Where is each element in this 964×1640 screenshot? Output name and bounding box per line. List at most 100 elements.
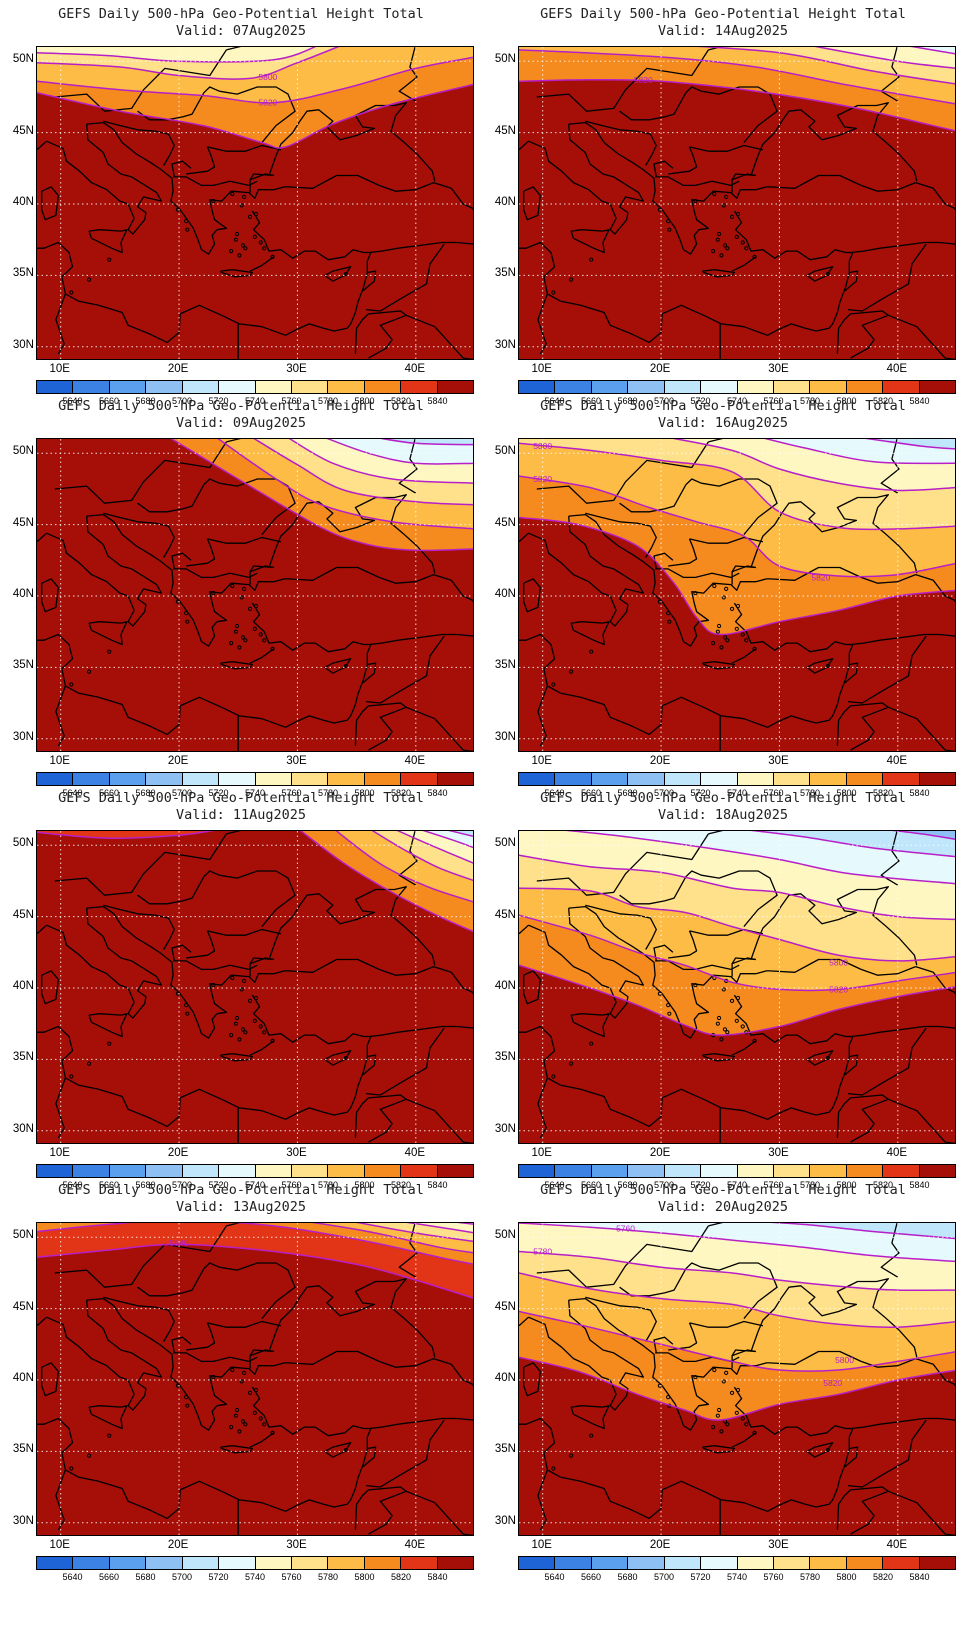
colorbar-swatch (810, 1557, 847, 1569)
colorbar-swatch (146, 773, 183, 785)
valid-date: Valid: 20Aug2025 (657, 1199, 789, 1215)
island (247, 998, 253, 1003)
island (270, 646, 275, 651)
coastline (54, 49, 227, 112)
coastline (86, 1297, 288, 1431)
colorbar-label: 5740 (726, 788, 748, 798)
colorbar-label: 5660 (98, 396, 120, 406)
coastline (249, 1432, 275, 1448)
island (740, 632, 745, 637)
contour-line-5760 (406, 1223, 473, 1234)
contour-label: 5780 (533, 1247, 552, 1257)
map-canvas: 5840 (37, 1223, 473, 1535)
colorbar-label: 5820 (390, 396, 412, 406)
island (693, 591, 698, 596)
coastline (226, 1223, 241, 1227)
island (262, 1030, 267, 1035)
contour-line-5780 (37, 47, 340, 80)
contour-label: 5820 (258, 98, 277, 108)
island (729, 606, 735, 611)
colorbar-label: 5700 (171, 788, 193, 798)
coastline (37, 1417, 348, 1520)
lon-label: 40E (404, 1147, 426, 1159)
coastline (137, 1262, 296, 1320)
island (711, 249, 716, 254)
coastline (55, 1077, 67, 1139)
coastline (369, 1025, 473, 1038)
map-frame (36, 830, 474, 1144)
coastline (523, 578, 541, 613)
coastline (37, 1316, 47, 1327)
colorbar-swatch (437, 1165, 474, 1177)
coastline (844, 1054, 859, 1076)
colorbar-swatch (737, 1165, 774, 1177)
map-canvas: 5820 (519, 47, 955, 359)
lat-label: 45N (494, 1300, 516, 1313)
colorbar-label: 5660 (580, 1572, 602, 1582)
coastline (186, 146, 216, 175)
island (551, 1074, 556, 1079)
contour-line-5800 (519, 475, 955, 578)
island (234, 623, 240, 629)
coastline (880, 831, 900, 886)
colorbar-swatch (701, 1165, 738, 1177)
contour-line-5820 (37, 1223, 473, 1265)
coastline (523, 186, 541, 221)
island (107, 1041, 112, 1046)
colorbar-label: 5800 (354, 1572, 375, 1582)
island (240, 1419, 246, 1424)
island (721, 595, 726, 600)
colorbar-label: 5660 (98, 1180, 120, 1190)
lat-label: 45N (12, 516, 34, 529)
lon-label: 20E (649, 755, 671, 767)
colorbar-label: 5720 (690, 788, 711, 798)
colorbar-label: 5780 (317, 1180, 339, 1190)
coastline (55, 293, 67, 355)
island (69, 1074, 74, 1079)
island (589, 257, 594, 262)
lat-label: 35N (494, 659, 516, 672)
coastline (406, 1098, 473, 1143)
coastline (702, 269, 736, 278)
island (234, 1015, 240, 1021)
island (744, 1422, 749, 1427)
map-canvas: 5800 5820 (519, 831, 955, 1143)
coastline (366, 1027, 445, 1096)
colorbar-swatch (555, 1165, 592, 1177)
island (725, 638, 730, 643)
lat-label: 45N (12, 1300, 34, 1313)
coastline (220, 661, 254, 670)
island (666, 1395, 671, 1400)
island (86, 669, 92, 674)
coastline (171, 552, 192, 570)
colorbar-swatch (73, 1557, 110, 1569)
valid-date: Valid: 09Aug2025 (175, 415, 307, 431)
colorbar-swatch (364, 1557, 402, 1569)
coastline (46, 1300, 162, 1411)
coastline (249, 1349, 274, 1357)
island (729, 1390, 735, 1395)
map-panel: GEFS Daily 500-hPa Geo-Potential Height … (0, 0, 482, 410)
contour-line-5760 (288, 439, 473, 484)
coastline (37, 532, 47, 543)
coastline (888, 706, 955, 751)
island (735, 603, 741, 609)
coastline (362, 1054, 377, 1076)
colorbar (518, 772, 956, 786)
coastline (806, 658, 834, 674)
lat-label: 50N (494, 445, 516, 458)
coastline (186, 1322, 216, 1351)
coastline (220, 269, 254, 278)
island (86, 277, 92, 282)
height-band-5760 (818, 47, 955, 69)
coastline (433, 965, 473, 995)
island (715, 629, 720, 634)
colorbar-swatch (291, 1557, 329, 1569)
island (719, 1429, 724, 1434)
coastline (369, 1417, 473, 1430)
colorbar-swatch (773, 773, 811, 785)
coastline (733, 1386, 854, 1505)
coastline (731, 1432, 757, 1448)
island (568, 669, 574, 674)
lat-label: 30N (494, 1514, 516, 1527)
